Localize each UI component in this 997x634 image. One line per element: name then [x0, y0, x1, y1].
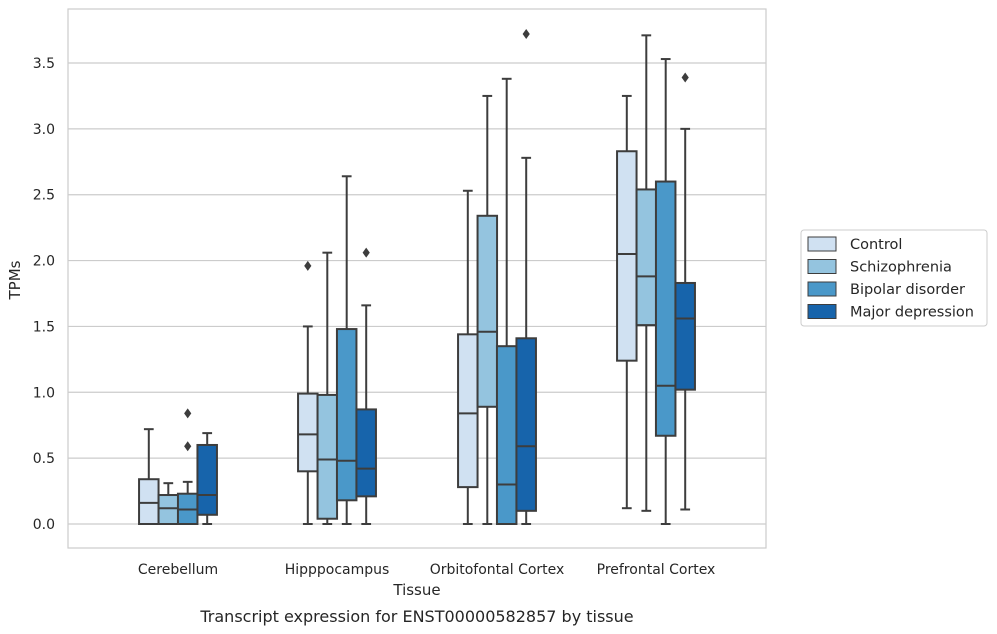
- x-tick-label: Hipppocampus: [285, 562, 390, 578]
- x-tick-label: Cerebellum: [138, 562, 218, 578]
- box-iqr: [656, 182, 676, 436]
- box-iqr: [637, 189, 657, 325]
- x-tick-label: Orbitofontal Cortex: [430, 562, 565, 578]
- y-tick-label: 0.5: [33, 451, 55, 467]
- box-plot-chart: 0.0 0.5 1.0 1.5 2.0 2.5 3.0 3.5 Cerebellum Hippp…: [0, 0, 997, 634]
- y-tick-label: 1.0: [33, 385, 55, 401]
- box-iqr: [617, 151, 637, 360]
- box-iqr: [497, 346, 517, 524]
- box-major-depression: [197, 433, 217, 524]
- legend-swatch: [808, 260, 836, 274]
- legend-swatch: [808, 305, 836, 319]
- y-tick-label: 2.0: [33, 254, 55, 270]
- legend-label: Schizophrenia: [850, 260, 952, 276]
- x-tick-labels: Cerebellum Hipppocampus Orbitofontal Corte…: [138, 562, 715, 578]
- box-iqr: [159, 495, 179, 524]
- y-tick-label: 0.0: [33, 517, 55, 533]
- box-iqr: [478, 216, 498, 407]
- legend-label: Control: [850, 237, 902, 253]
- box-iqr: [197, 445, 217, 515]
- box-iqr: [458, 334, 478, 487]
- legend-swatch: [808, 237, 836, 251]
- box-iqr: [675, 283, 695, 390]
- x-axis-label: Tissue: [392, 581, 440, 599]
- box-iqr: [516, 338, 536, 511]
- box-iqr: [356, 409, 376, 496]
- legend-label: Bipolar disorder: [850, 282, 965, 298]
- chart-caption: Transcript expression for ENST0000058285…: [199, 607, 633, 626]
- box-iqr: [139, 479, 159, 524]
- y-tick-label: 3.5: [33, 56, 55, 72]
- box-iqr: [318, 395, 338, 519]
- legend-swatch: [808, 282, 836, 296]
- legend: Control Schizophrenia Bipolar disorder Majo…: [801, 230, 987, 326]
- x-tick-label: Prefrontal Cortex: [597, 562, 716, 578]
- box-iqr: [298, 394, 318, 472]
- legend-label: Major depression: [850, 305, 974, 321]
- y-axis-label: TPMs: [6, 260, 24, 300]
- box-iqr: [337, 329, 357, 500]
- y-tick-labels: 0.0 0.5 1.0 1.5 2.0 2.5 3.0 3.5: [33, 56, 55, 533]
- y-tick-label: 2.5: [33, 188, 55, 204]
- y-tick-label: 3.0: [33, 122, 55, 138]
- y-tick-label: 1.5: [33, 319, 55, 335]
